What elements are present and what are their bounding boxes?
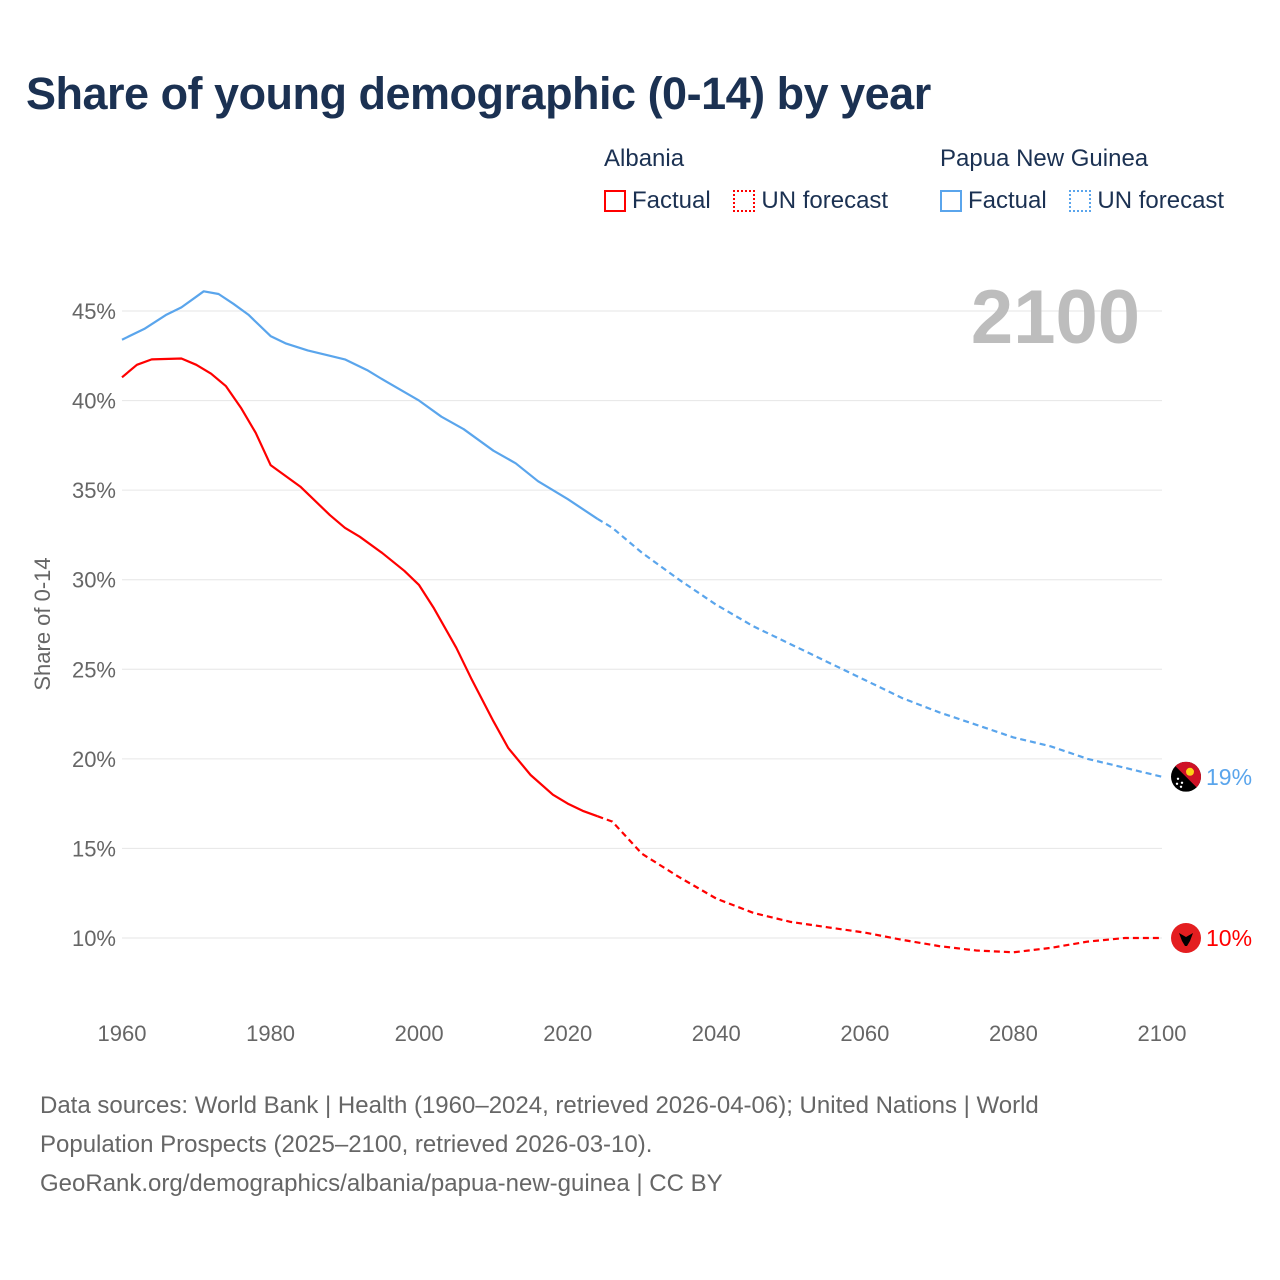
y-tick-label: 35% — [72, 478, 116, 503]
albania-forecast-line — [597, 815, 1162, 954]
legend-swatch-dotted — [1069, 190, 1092, 212]
y-tick-label: 20% — [72, 747, 116, 772]
legend-label: Factual — [968, 187, 1047, 214]
y-tick-label: 30% — [72, 568, 116, 593]
y-tick-label: 10% — [72, 926, 116, 951]
x-tick-label: 2060 — [840, 1021, 889, 1046]
x-tick-label: 2020 — [543, 1021, 592, 1046]
x-tick-label: 2100 — [1138, 1021, 1187, 1046]
papua-new-guinea-flag-icon — [1171, 761, 1201, 792]
footer: Data sources: World Bank | Health (1960–… — [40, 1086, 1200, 1203]
legend-swatch-solid — [940, 190, 962, 212]
footer-source-2: Population Prospects (2025–2100, retriev… — [40, 1131, 653, 1158]
legend-label: UN forecast — [1097, 187, 1225, 214]
albania-factual-line — [121, 357, 598, 818]
legend-label: Factual — [632, 187, 711, 214]
y-tick-label: 15% — [72, 836, 116, 861]
legend-group-name: Albania — [604, 145, 685, 172]
year-watermark: 2100 — [971, 275, 1140, 360]
x-tick-label: 2040 — [692, 1021, 741, 1046]
y-tick-label: 40% — [72, 389, 116, 414]
legend-swatch-dotted — [733, 190, 756, 212]
x-tick-label: 1960 — [98, 1021, 147, 1046]
line-chart: 10% 15% 20% 25% 30% 35% 40% 45% 1960 1980 2000 2020… — [30, 275, 1252, 1046]
legend-label: UN forecast — [761, 187, 889, 214]
y-axis-label: Share of 0-14 — [30, 557, 55, 690]
legend-albania-factual[interactable]: Factual — [604, 187, 711, 215]
albania-end-label: 10% — [1206, 925, 1252, 951]
footer-source-1: Data sources: World Bank | Health (1960–… — [40, 1092, 1039, 1119]
legend-albania: Albania Factual UN forecast — [604, 145, 904, 219]
papua-new-guinea-end-label: 19% — [1206, 764, 1252, 790]
legend-swatch-solid — [604, 190, 626, 212]
legend-albania-forecast[interactable]: UN forecast — [733, 187, 888, 215]
legend-png: Papua New Guinea Factual UN forecast — [940, 145, 1224, 219]
x-tick-label: 1980 — [246, 1021, 295, 1046]
y-tick-label: 25% — [72, 657, 116, 682]
chart-title: Share of young demographic (0-14) by yea… — [26, 68, 931, 119]
legend-png-factual[interactable]: Factual — [940, 187, 1047, 215]
papua-new-guinea-forecast-line — [596, 517, 1163, 778]
y-tick-label: 45% — [72, 299, 116, 324]
footer-link[interactable]: GeoRank.org/demographics/albania/papua-n… — [40, 1170, 723, 1197]
albania-flag-icon — [1171, 923, 1201, 953]
papua-new-guinea-factual-line — [121, 290, 599, 520]
legend-group-name: Papua New Guinea — [940, 145, 1149, 172]
x-tick-label: 2000 — [395, 1021, 444, 1046]
x-tick-label: 2080 — [989, 1021, 1038, 1046]
legend-png-forecast[interactable]: UN forecast — [1069, 187, 1224, 215]
